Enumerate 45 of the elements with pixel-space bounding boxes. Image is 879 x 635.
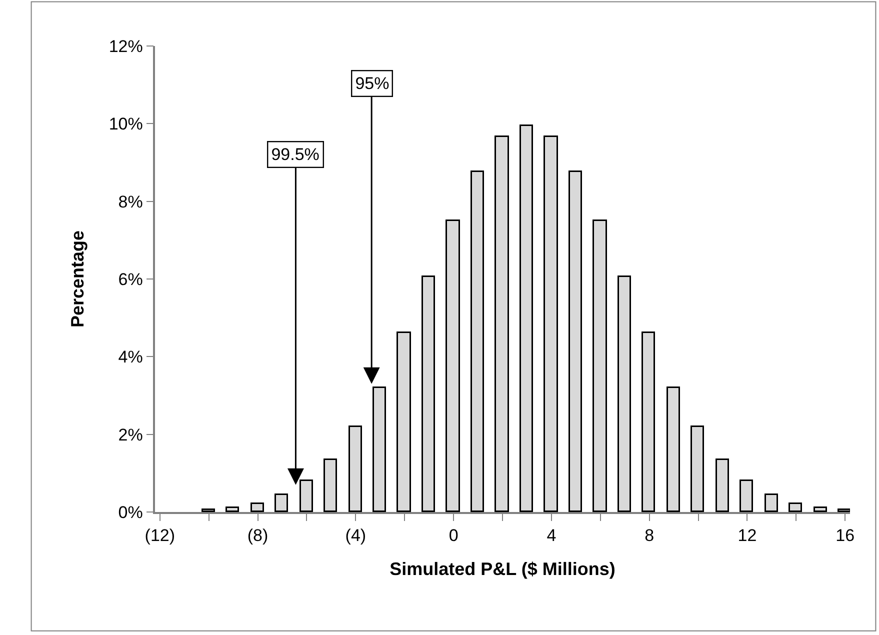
y-tick-label: 0% <box>118 502 143 522</box>
y-tick-label: 4% <box>118 348 143 367</box>
bar <box>446 220 460 512</box>
bar <box>592 220 607 512</box>
x-tick-label: 16 <box>836 526 855 546</box>
bar <box>226 506 239 512</box>
bar <box>324 458 337 512</box>
y-tick-label: 12% <box>108 36 143 56</box>
bar <box>838 508 850 512</box>
bar <box>788 502 802 512</box>
bar <box>740 480 753 512</box>
y-tick-label: 8% <box>118 192 143 212</box>
x-tick-label: (4) <box>345 526 366 546</box>
annotation: 99.5% <box>271 145 320 164</box>
x-tick-label: (8) <box>247 526 268 546</box>
annotation: 95% <box>355 74 390 94</box>
bar <box>422 276 435 512</box>
x-tick-label: (12) <box>144 526 176 546</box>
y-tick-label: 6% <box>118 270 143 289</box>
x-tick-label: 0 <box>448 526 458 546</box>
bar <box>642 332 655 512</box>
bar <box>348 426 362 512</box>
bar <box>372 386 386 512</box>
bar <box>618 276 631 512</box>
x-tick-label: 8 <box>644 526 654 546</box>
bar <box>250 502 264 512</box>
bar <box>666 386 680 512</box>
bar <box>764 494 778 512</box>
bar <box>568 170 582 512</box>
bar <box>716 458 729 512</box>
bar <box>494 136 509 512</box>
bar <box>544 136 558 512</box>
y-tick-label: 2% <box>118 425 143 444</box>
bar <box>470 170 484 512</box>
x-tick-label: 12 <box>738 526 757 546</box>
y-axis-title: Percentage <box>68 230 88 328</box>
x-tick-label: 4 <box>546 526 556 546</box>
bar <box>814 506 827 512</box>
y-tick-label: 10% <box>108 114 143 134</box>
bar <box>520 124 533 512</box>
bar <box>274 494 288 512</box>
x-axis-title: Simulated P&L ($ Millions) <box>390 558 616 579</box>
bar <box>202 508 215 512</box>
bar <box>396 332 411 512</box>
bar <box>690 426 704 512</box>
